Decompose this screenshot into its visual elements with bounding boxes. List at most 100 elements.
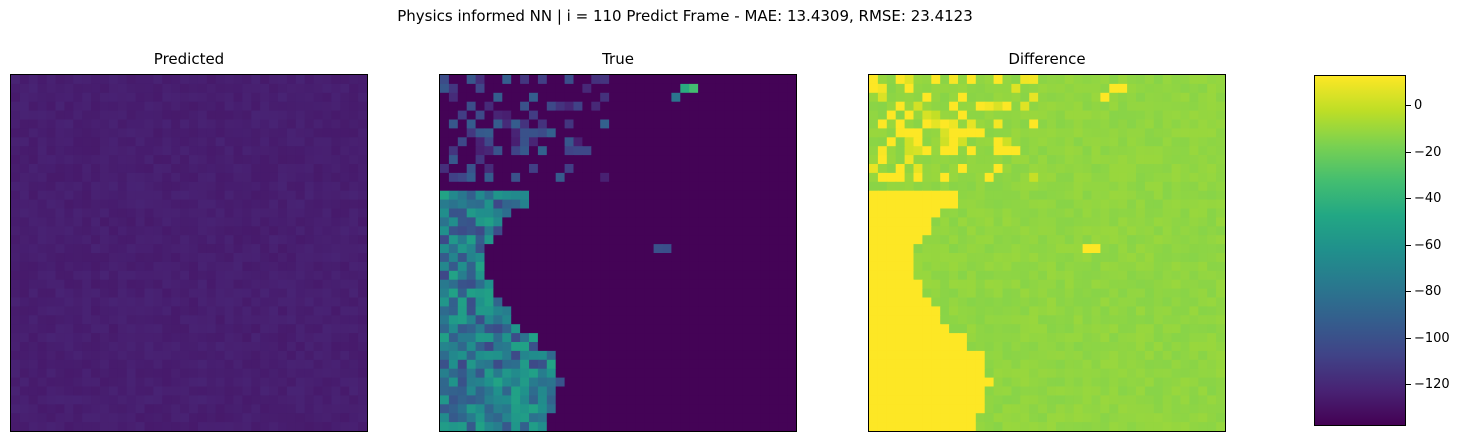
predicted-cell xyxy=(331,342,341,352)
true-cell xyxy=(448,235,459,245)
true-cell xyxy=(609,226,619,236)
difference-cell xyxy=(1207,199,1217,210)
predicted-cell xyxy=(233,404,243,414)
difference-cell xyxy=(1047,315,1057,325)
difference-cell xyxy=(904,261,915,272)
colorbar-tick xyxy=(1406,105,1411,107)
true-cell xyxy=(787,342,796,352)
true-cell xyxy=(466,422,477,431)
true-cell xyxy=(769,226,779,236)
true-cell xyxy=(564,306,575,316)
true-cell xyxy=(591,333,601,343)
predicted-cell xyxy=(286,244,297,254)
difference-cell xyxy=(1020,413,1030,423)
difference-cell xyxy=(1153,164,1164,174)
difference-cell xyxy=(869,235,879,245)
predicted-cell xyxy=(91,128,101,138)
true-cell xyxy=(591,128,601,138)
true-cell xyxy=(626,101,637,112)
predicted-cell xyxy=(135,181,146,192)
true-cell xyxy=(707,288,717,299)
true-cell xyxy=(707,146,717,156)
true-cell xyxy=(502,404,512,414)
difference-cell xyxy=(1153,181,1164,192)
difference-cell xyxy=(1047,244,1057,254)
difference-cell xyxy=(993,377,1004,388)
predicted-cell xyxy=(108,368,119,379)
predicted-cell xyxy=(251,226,261,236)
difference-cell xyxy=(1189,279,1199,290)
true-cell xyxy=(671,146,681,156)
predicted-cell xyxy=(73,83,83,94)
predicted-cell xyxy=(233,75,243,85)
true-cell xyxy=(724,279,735,290)
predicted-cell xyxy=(64,101,74,112)
difference-cell xyxy=(1216,386,1225,396)
difference-cell xyxy=(1100,128,1110,138)
predicted-cell xyxy=(153,413,163,423)
true-cell xyxy=(662,315,672,325)
true-cell xyxy=(626,413,637,423)
predicted-cell xyxy=(117,261,128,272)
true-cell xyxy=(511,137,521,147)
difference-cell xyxy=(1002,270,1012,281)
true-cell xyxy=(555,181,566,192)
true-cell xyxy=(537,422,548,431)
true-cell xyxy=(778,350,788,361)
predicted-cell xyxy=(189,101,199,112)
true-cell xyxy=(733,350,744,361)
difference-cell xyxy=(1073,119,1084,129)
true-cell xyxy=(600,244,610,254)
difference-cell xyxy=(1216,315,1225,325)
true-cell xyxy=(440,422,450,431)
difference-cell xyxy=(1198,128,1208,138)
true-cell xyxy=(600,92,610,103)
predicted-cell xyxy=(55,404,65,414)
difference-cell xyxy=(1189,422,1199,431)
predicted-cell xyxy=(171,368,181,379)
true-cell xyxy=(520,270,530,281)
predicted-cell xyxy=(162,261,172,272)
true-cell xyxy=(618,110,628,121)
difference-cell xyxy=(993,128,1004,138)
predicted-cell xyxy=(340,83,350,94)
true-cell xyxy=(707,368,717,379)
true-cell xyxy=(742,137,753,147)
true-cell xyxy=(529,226,539,236)
predicted-cell xyxy=(108,386,119,396)
true-cell xyxy=(475,146,486,156)
predicted-cell xyxy=(340,181,350,192)
difference-cell xyxy=(922,83,932,94)
true-cell xyxy=(715,324,726,334)
difference-cell xyxy=(1082,226,1093,236)
predicted-cell xyxy=(286,217,297,227)
predicted-cell xyxy=(197,422,208,431)
difference-cell xyxy=(1136,164,1146,174)
predicted-cell xyxy=(153,386,163,396)
difference-cell xyxy=(993,92,1004,103)
true-cell xyxy=(751,297,761,307)
predicted-cell xyxy=(135,155,146,165)
difference-cell xyxy=(1162,395,1173,405)
true-cell xyxy=(573,155,583,165)
difference-cell xyxy=(895,324,906,334)
difference-cell xyxy=(1216,208,1225,218)
difference-cell xyxy=(886,315,897,325)
predicted-cell xyxy=(108,235,119,245)
predicted-cell xyxy=(108,217,119,227)
difference-cell xyxy=(1082,253,1093,263)
difference-cell xyxy=(1082,75,1093,85)
true-cell xyxy=(484,404,494,414)
difference-cell xyxy=(1144,333,1155,343)
true-cell xyxy=(582,297,592,307)
predicted-cell xyxy=(117,137,128,147)
difference-cell xyxy=(1002,333,1012,343)
true-cell xyxy=(618,395,628,405)
predicted-cell xyxy=(278,83,288,94)
true-cell xyxy=(493,324,503,334)
true-cell xyxy=(618,350,628,361)
true-cell xyxy=(653,181,664,192)
predicted-cell xyxy=(331,137,341,147)
predicted-cell xyxy=(340,261,350,272)
true-cell xyxy=(742,324,753,334)
